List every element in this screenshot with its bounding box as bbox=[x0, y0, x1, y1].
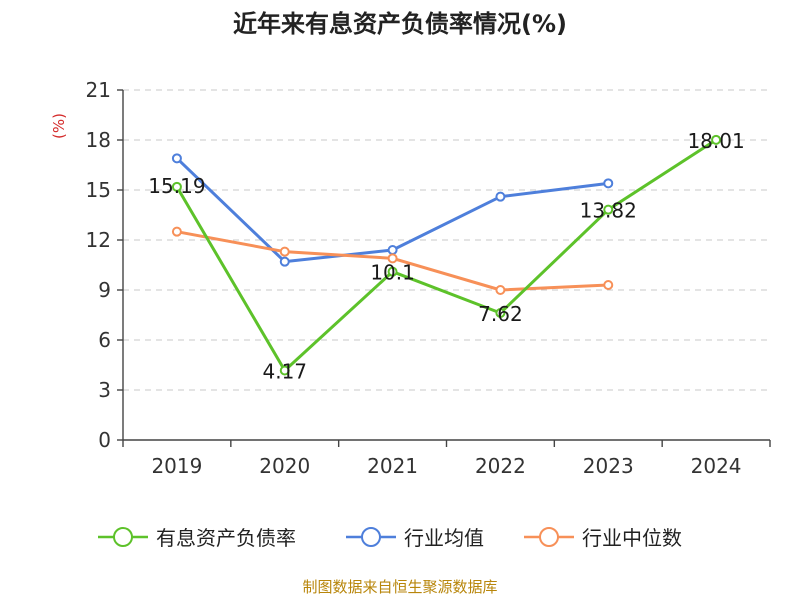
series-layer bbox=[171, 134, 722, 376]
source-note: 制图数据来自恒生聚源数据库 bbox=[302, 578, 497, 596]
data-point bbox=[495, 308, 506, 318]
data-point bbox=[495, 191, 506, 202]
data-label: 15.19 bbox=[148, 174, 205, 198]
y-tick-label: 12 bbox=[86, 228, 111, 252]
data-label: 18.01 bbox=[687, 129, 744, 153]
legend-marker bbox=[539, 527, 559, 547]
data-point bbox=[711, 134, 722, 145]
data-point bbox=[171, 181, 182, 192]
grid-lines bbox=[123, 89, 770, 391]
x-tick-label: 2019 bbox=[151, 454, 202, 478]
legend-label: 行业中位数 bbox=[582, 526, 682, 550]
legend-label: 有息资产负债率 bbox=[156, 526, 296, 550]
x-tick-label: 2022 bbox=[475, 454, 526, 478]
series-line bbox=[175, 138, 717, 372]
y-tick-label: 18 bbox=[86, 128, 111, 152]
y-tick-label: 9 bbox=[98, 278, 111, 302]
legend: 有息资产负债率 行业均值 行业中位数 bbox=[98, 526, 682, 550]
data-point bbox=[495, 285, 506, 295]
chart-title: 近年来有息资产负债率情况(%) bbox=[233, 10, 567, 38]
y-tick-label: 21 bbox=[86, 78, 111, 102]
data-labels: 15.19 4.17 10.1 7.62 13.82 18.01 bbox=[148, 129, 744, 384]
data-point bbox=[387, 245, 398, 255]
legend-marker bbox=[361, 527, 381, 547]
x-tick-label: 2023 bbox=[583, 454, 634, 478]
legend-label: 行业均值 bbox=[404, 526, 484, 550]
data-point bbox=[603, 178, 614, 189]
data-point bbox=[387, 266, 398, 277]
data-label: 7.62 bbox=[478, 302, 523, 326]
data-label: 13.82 bbox=[580, 199, 637, 223]
y-tick-label: 0 bbox=[98, 428, 111, 452]
data-point bbox=[387, 253, 398, 264]
data-label: 10.1 bbox=[370, 261, 415, 285]
data-label: 4.17 bbox=[262, 360, 307, 384]
data-point bbox=[279, 256, 290, 267]
data-point bbox=[279, 246, 290, 257]
y-tick-label: 6 bbox=[98, 328, 111, 352]
x-tick-label: 2024 bbox=[691, 454, 742, 478]
data-point bbox=[603, 204, 614, 215]
y-tick-label: 3 bbox=[98, 378, 111, 402]
data-point bbox=[279, 365, 290, 376]
legend-marker bbox=[113, 527, 133, 547]
x-tick-label: 2020 bbox=[259, 454, 310, 478]
y-tick-label: 15 bbox=[86, 178, 111, 202]
data-point bbox=[171, 226, 182, 237]
data-point bbox=[171, 153, 182, 164]
axes: 0 3 6 9 12 15 18 21 2019 2020 2021 2022 2023 2024 bbox=[86, 78, 771, 478]
x-tick-label: 2021 bbox=[367, 454, 418, 478]
data-point bbox=[603, 280, 614, 290]
y-axis-unit: (%) bbox=[50, 113, 68, 139]
